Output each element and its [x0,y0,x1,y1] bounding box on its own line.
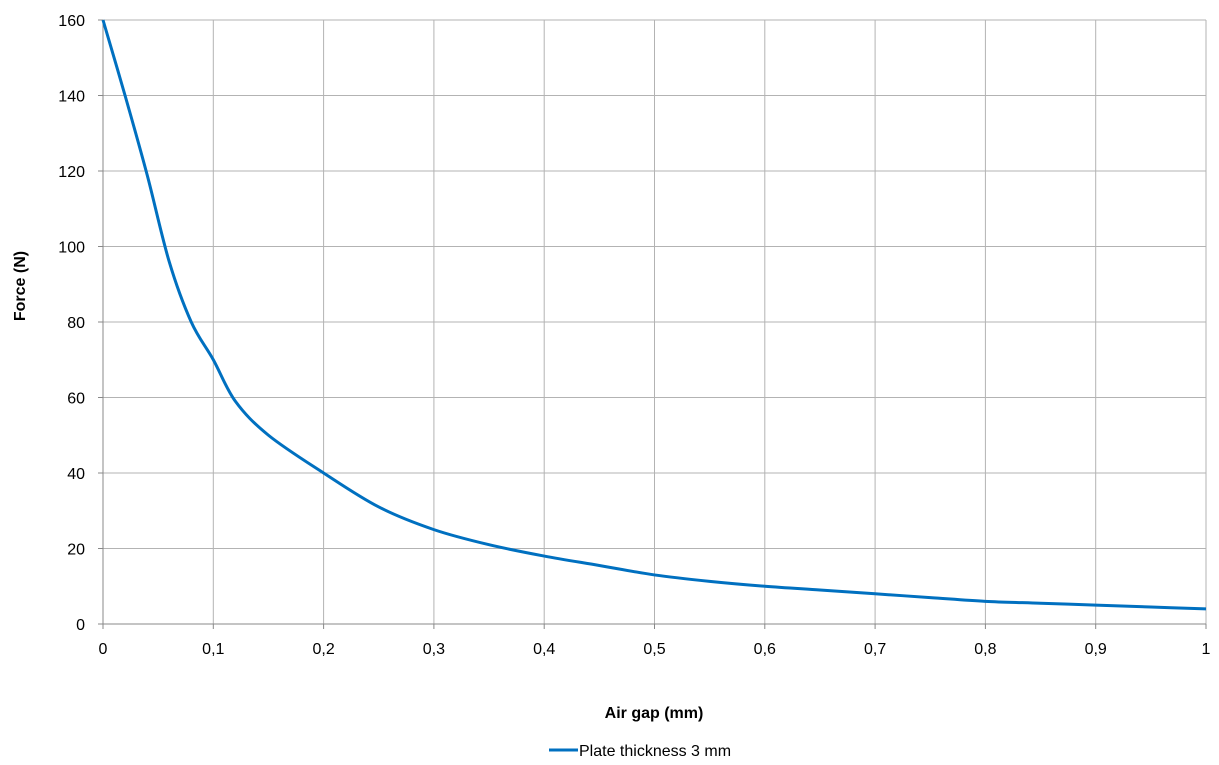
y-axis-title: Force (N) [12,251,29,321]
series-group [101,19,1207,611]
y-tick-label: 0 [76,617,85,634]
x-tick-labels: 0 0,1 0,2 0,3 0,4 0,5 0,6 0,7 0,8 0,9 1 [99,624,1211,658]
y-tick-label: 140 [58,89,85,106]
y-tick-label: 20 [67,542,85,559]
grid [102,19,1207,625]
x-tick-label: 0 [99,641,108,658]
x-tick-label: 0,1 [202,641,224,658]
y-tick-label: 40 [67,466,85,483]
y-tick-labels: 0 20 40 60 80 100 120 140 160 [58,13,103,634]
x-tick-label: 0,2 [312,641,334,658]
x-tick-label: 0,4 [533,641,555,658]
legend-label: Plate thickness 3 mm [579,743,731,760]
series-line [101,19,1207,611]
x-axis-title: Air gap (mm) [605,705,704,722]
y-tick-label: 60 [67,391,85,408]
x-tick-label: 0,6 [754,641,776,658]
legend: Plate thickness 3 mm [549,743,731,760]
x-tick-label: 0,7 [864,641,886,658]
x-tick-label: 0,5 [643,641,665,658]
y-tick-label: 80 [67,315,85,332]
y-tick-label: 120 [58,164,85,181]
y-tick-label: 160 [58,13,85,30]
x-tick-label: 0,3 [423,641,445,658]
x-tick-label: 1 [1202,641,1211,658]
y-tick-label: 100 [58,240,85,257]
x-tick-label: 0,9 [1085,641,1107,658]
x-tick-label: 0,8 [974,641,996,658]
